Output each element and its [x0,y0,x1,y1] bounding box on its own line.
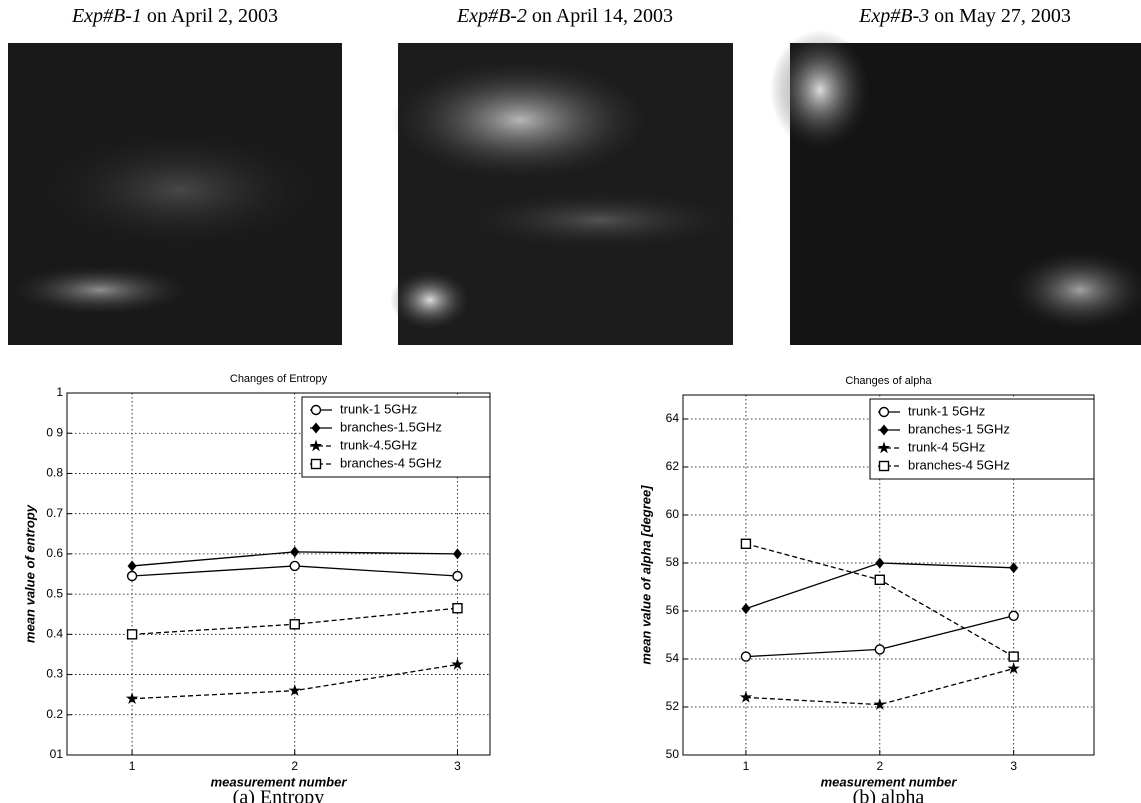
x-tick-label: 3 [1010,759,1017,773]
marker [452,570,463,582]
y-tick-label: 1 [56,385,63,399]
y-tick-label: 0.4 [46,627,63,641]
marker [290,546,300,558]
legend-label: trunk-4.5GHz [340,437,417,452]
legend-label: branches-4 5GHz [340,455,442,470]
marker [125,692,139,704]
marker [289,560,300,572]
photo-date: on April 14, 2003 [527,5,673,27]
legend-label: trunk-4 5GHz [908,439,985,454]
y-tick-label: 0.8 [46,466,63,480]
legend-marker [878,460,890,472]
legend-marker [310,404,322,416]
marker [452,602,463,614]
marker [127,560,137,572]
legend-marker [309,439,323,452]
series-line [745,667,1014,706]
line-chart: Changes of alpha 50 52 54 56 58 60 62 64 1 2 3 measu… [638,375,1095,803]
photo-caption: Exp#B-2 on April 14, 2003 [456,5,673,27]
y-tick-label: 62 [666,459,680,473]
y-tick-label: 50 [666,747,680,761]
y-tick-label: 01 [50,747,64,761]
legend-label: trunk-1 5GHz [340,401,417,416]
legend-marker [310,458,322,470]
chart-title: Changes of Entropy [230,373,328,385]
y-tick-label: 0 9 [46,425,63,439]
marker [1009,562,1019,574]
marker [289,619,300,630]
x-tick-label: 3 [454,759,461,773]
x-tick-label: 2 [876,759,883,773]
line-chart: Changes of Entropy 01 0.2 0.3 0.4 0.5 0.6 0.7 0.… [22,373,491,803]
legend: trunk-1 5GHz branches-1 5GHz trunk-4 5GHz b… [869,398,1095,480]
y-tick-label: 0.3 [46,667,63,681]
y-axis-label: mean value of alpha [degree] [638,485,653,665]
marker [739,690,753,703]
x-axis-label: measurement number [821,774,958,789]
marker [873,698,886,710]
legend-label: branches-1.5GHz [340,419,442,434]
marker [740,651,752,662]
legend-box [301,396,491,478]
y-axis-label: mean value of entropy [22,504,37,643]
photo-3 [770,30,1141,345]
marker [126,629,138,640]
legend-marker [878,406,890,418]
marker [1008,651,1019,662]
x-tick-label: 1 [129,759,136,773]
marker [126,570,138,582]
photo-label: Exp#B-3 [858,5,929,27]
y-tick-label: 0.5 [46,586,63,600]
photo-2 [390,43,740,345]
photo-caption: Exp#B-3 on May 27, 2003 [858,5,1071,27]
marker [874,574,885,585]
marker [451,658,464,670]
legend-box [869,398,1095,480]
y-tick-label: 54 [666,651,680,665]
y-tick-label: 0.2 [46,707,63,721]
photo-date: on April 2, 2003 [142,5,278,27]
marker [740,538,752,549]
marker [288,684,301,696]
marker [874,644,885,655]
y-tick-label: 0.6 [46,546,63,560]
photo-label: Exp#B-2 [456,5,527,27]
figure-caption: (a) Entropy [233,787,325,803]
marker [875,557,885,569]
y-tick-label: 58 [666,555,680,569]
x-axis-label: measurement number [211,774,348,789]
y-tick-label: 64 [666,411,680,425]
legend-marker [877,441,891,454]
x-tick-label: 2 [291,759,298,773]
marker [1008,610,1019,621]
marker [452,548,462,560]
photo-caption: Exp#B-1 on April 2, 2003 [71,5,278,27]
marker [1007,662,1020,674]
y-tick-label: 52 [666,699,680,713]
figure-caption: (b) alpha [853,787,925,803]
legend-marker [879,424,889,436]
legend-label: branches-4 5GHz [908,457,1010,472]
x-tick-label: 1 [743,759,750,773]
legend-label: trunk-1 5GHz [908,403,985,418]
photo-date: on May 27, 2003 [929,5,1071,27]
legend-marker [311,422,321,434]
photo-1 [8,43,342,345]
legend-label: branches-1 5GHz [908,421,1010,436]
y-tick-label: 60 [666,507,680,521]
y-tick-label: 56 [666,603,680,617]
marker [741,603,751,615]
chart-title: Changes of alpha [845,375,932,387]
photo-label: Exp#B-1 [71,5,142,27]
y-tick-label: 0.7 [46,506,63,520]
legend: trunk-1 5GHz branches-1.5GHz trunk-4.5GHz b… [301,396,491,478]
